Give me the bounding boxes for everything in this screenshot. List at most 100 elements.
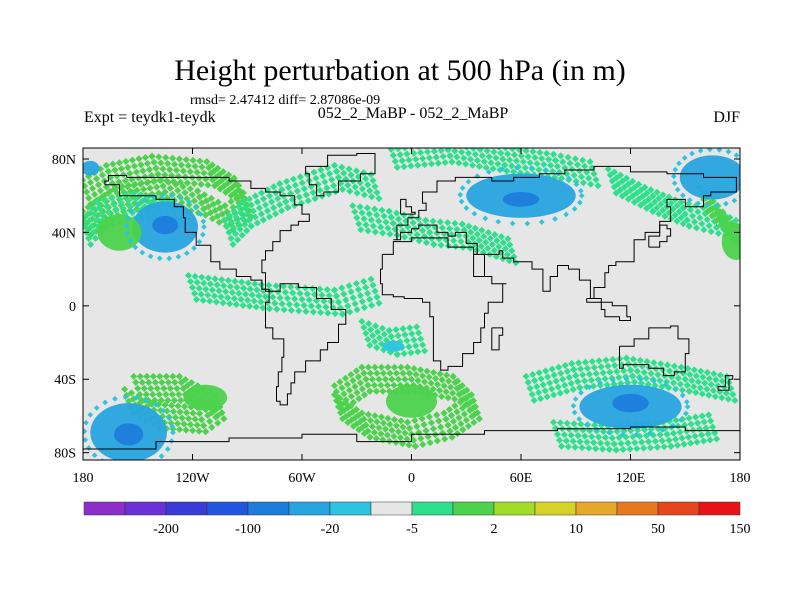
hatch-mark bbox=[166, 255, 173, 262]
hatch-mark bbox=[597, 363, 605, 371]
hatch-mark bbox=[667, 442, 675, 450]
hatch-mark bbox=[142, 390, 150, 398]
hatch-mark bbox=[426, 228, 434, 236]
hatch-mark bbox=[181, 189, 189, 197]
hatch-mark bbox=[441, 435, 449, 443]
hatch-mark bbox=[353, 189, 361, 197]
hatch-mark bbox=[354, 286, 362, 294]
hatch-mark bbox=[624, 439, 632, 447]
hatch-mark bbox=[367, 216, 375, 224]
coast-greenland bbox=[305, 153, 376, 197]
hatch-mark bbox=[419, 440, 427, 449]
colorbar-swatch bbox=[493, 501, 536, 516]
hatch-mark bbox=[563, 211, 569, 218]
hatch-mark bbox=[692, 372, 700, 380]
south-indian-low-core bbox=[612, 393, 649, 413]
hatch-mark bbox=[423, 148, 432, 156]
hatch-mark bbox=[699, 373, 707, 381]
hatch-mark bbox=[453, 429, 462, 437]
colorbar-label: -5 bbox=[406, 522, 418, 537]
hatch-mark bbox=[526, 159, 534, 167]
hatch-mark bbox=[436, 370, 444, 378]
hatch-mark bbox=[471, 240, 479, 248]
hatch-mark bbox=[467, 391, 475, 399]
hatch-mark bbox=[606, 429, 612, 436]
hatch-mark bbox=[197, 180, 205, 188]
hatch-mark bbox=[744, 188, 750, 194]
hatch-mark bbox=[672, 166, 679, 173]
hatch-mark bbox=[98, 171, 106, 179]
hatch-mark bbox=[272, 189, 280, 197]
hatch-mark bbox=[190, 289, 199, 298]
colorbar-swatch bbox=[288, 501, 331, 516]
hatch-mark bbox=[501, 245, 509, 253]
hatch-mark bbox=[401, 148, 409, 152]
hatch-mark bbox=[447, 135, 454, 142]
hatch-mark bbox=[462, 160, 470, 168]
hatch-mark bbox=[473, 409, 481, 417]
hatch-mark bbox=[200, 422, 208, 430]
hatch-mark bbox=[304, 197, 312, 205]
hatch-mark bbox=[672, 416, 680, 424]
hatch-mark bbox=[434, 159, 442, 167]
hatch-mark bbox=[355, 395, 363, 403]
hatch-mark bbox=[399, 423, 407, 431]
hatch-mark bbox=[637, 379, 645, 387]
hatch-mark bbox=[449, 389, 457, 397]
hatch-mark bbox=[182, 426, 190, 434]
hatch-mark bbox=[672, 386, 679, 393]
hatch-mark bbox=[134, 384, 142, 392]
hatch-mark bbox=[740, 241, 747, 248]
hatch-mark bbox=[183, 179, 191, 187]
hatch-mark bbox=[83, 222, 89, 230]
hatch-mark bbox=[311, 195, 319, 203]
hatch-mark bbox=[435, 417, 443, 425]
hatch-mark bbox=[338, 310, 347, 318]
hatch-mark bbox=[392, 326, 400, 334]
hatch-mark bbox=[703, 385, 711, 393]
hatch-mark bbox=[407, 375, 416, 383]
hatch-mark bbox=[433, 411, 441, 419]
hatch-mark bbox=[351, 383, 359, 391]
hatch-mark bbox=[340, 290, 348, 298]
hatch-mark bbox=[367, 275, 375, 283]
hatch-mark bbox=[127, 389, 136, 397]
hatch-mark bbox=[613, 367, 621, 375]
hatch-mark bbox=[716, 371, 724, 379]
hatch-mark bbox=[169, 372, 177, 380]
hatch-mark bbox=[155, 390, 163, 398]
hatch-mark bbox=[83, 216, 87, 224]
hatch-mark bbox=[430, 240, 438, 248]
hatch-mark bbox=[280, 306, 288, 314]
hatch-mark bbox=[444, 219, 452, 227]
hatch-mark bbox=[478, 152, 486, 160]
hatch-mark bbox=[590, 363, 598, 372]
hatch-mark bbox=[653, 204, 661, 212]
hatch-mark bbox=[328, 176, 336, 184]
hatch-mark bbox=[368, 422, 376, 430]
hatch-mark bbox=[571, 206, 578, 212]
hatch-mark bbox=[640, 368, 648, 376]
hatch-mark bbox=[665, 436, 673, 444]
hatch-mark bbox=[570, 420, 578, 428]
hatch-mark bbox=[289, 175, 297, 183]
hatch-mark bbox=[681, 155, 688, 161]
hatch-mark bbox=[91, 190, 99, 198]
hatch-mark bbox=[366, 295, 374, 303]
hatch-mark bbox=[573, 161, 581, 169]
hatch-mark bbox=[257, 298, 265, 306]
hatch-mark bbox=[457, 420, 465, 428]
hatch-mark bbox=[130, 465, 136, 471]
hatch-mark bbox=[259, 216, 267, 224]
hatch-mark bbox=[112, 396, 118, 402]
hatch-mark bbox=[362, 283, 370, 291]
hatch-mark bbox=[713, 435, 721, 443]
hatch-mark bbox=[168, 154, 177, 162]
hatch-mark bbox=[521, 164, 529, 172]
hatch-mark bbox=[141, 463, 147, 469]
hatch-mark bbox=[186, 199, 192, 205]
hatch-mark bbox=[446, 225, 454, 233]
hatch-mark bbox=[709, 423, 717, 431]
hatch-mark bbox=[655, 210, 663, 218]
hatch-mark bbox=[619, 445, 627, 454]
